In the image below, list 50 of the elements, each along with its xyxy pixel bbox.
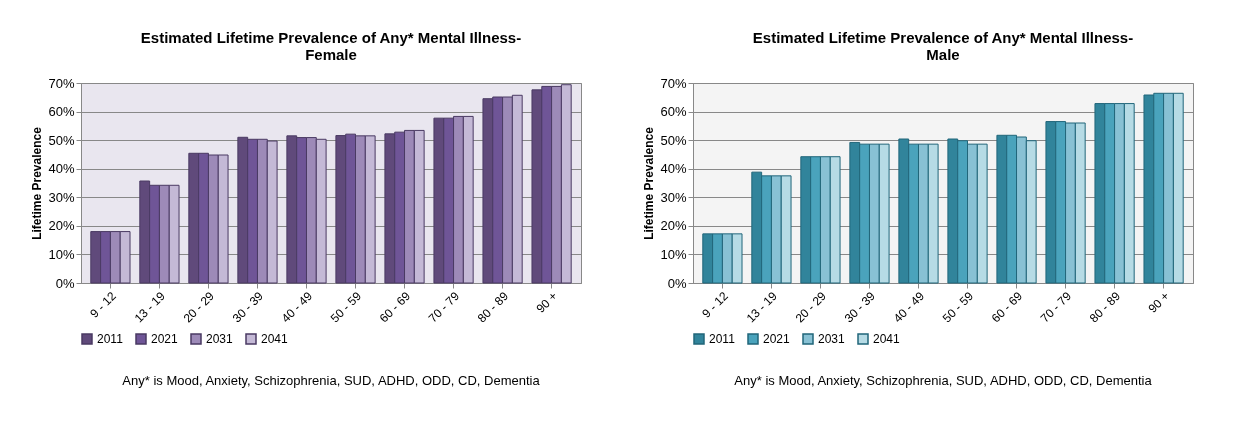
x-tick-label: 20 - 29	[180, 288, 218, 326]
x-tick-label: 30 - 39	[841, 288, 879, 326]
chart-title: Estimated Lifetime Prevalence of Any* Mental Illness- Male	[752, 29, 1134, 63]
legend-label: 2031	[206, 332, 234, 346]
x-tick-label: 9 - 12	[87, 288, 120, 321]
x-tick-label: 50 - 59	[939, 288, 977, 326]
y-tick-label: 70%	[660, 75, 687, 91]
y-tick-label: 0%	[667, 275, 687, 291]
legend-label: 2021	[763, 332, 791, 346]
x-tick-label: 20 - 29	[792, 288, 830, 326]
x-tick-label: 9 - 12	[699, 288, 732, 321]
chart-title: Estimated Lifetime Prevalence of Any* Mental Illness- Female	[140, 29, 522, 63]
y-tick-label: 40%	[48, 161, 75, 177]
y-tick-label: 0%	[55, 275, 75, 291]
y-tick-label: 30%	[660, 189, 687, 205]
x-tick-label: 40 - 49	[278, 288, 316, 326]
y-tick-label: 40%	[660, 161, 687, 177]
x-tick-label: 40 - 49	[890, 288, 928, 326]
y-tick-label: 20%	[48, 218, 75, 234]
y-tick-label: 60%	[48, 104, 75, 120]
legend-label: 2011	[97, 332, 124, 346]
x-tick-label: 50 - 59	[327, 288, 365, 326]
x-tick-label: 60 - 69	[376, 288, 414, 326]
legend-label: 2011	[709, 332, 736, 346]
x-tick-label: 70 - 79	[425, 288, 463, 326]
x-tick-label: 30 - 39	[229, 288, 267, 326]
x-tick-label: 60 - 69	[988, 288, 1026, 326]
y-tick-label: 50%	[48, 132, 75, 148]
y-tick-label: 30%	[48, 189, 75, 205]
x-tick-label: 90 +	[1145, 289, 1173, 316]
y-tick-label: 50%	[660, 132, 687, 148]
legend-label: 2031	[818, 332, 846, 346]
legend-label: 2041	[261, 332, 289, 346]
x-tick-label: 90 +	[533, 289, 561, 316]
y-tick-label: 70%	[48, 75, 75, 91]
x-tick-label: 70 - 79	[1037, 288, 1075, 326]
x-tick-label: 80 - 89	[1086, 288, 1124, 326]
legend-label: 2041	[873, 332, 901, 346]
x-tick-label: 80 - 89	[474, 288, 512, 326]
text: Any* is Mood, Anxiety, Schizophrenia, SUD, ADHD, ODD, CD, Dementia	[122, 373, 541, 388]
y-tick-label: 10%	[660, 246, 687, 262]
x-tick-label: 13 - 19	[131, 288, 169, 326]
y-axis-title: Lifetime Prevalence	[642, 126, 657, 240]
y-axis-title: Lifetime Prevalence	[30, 126, 45, 240]
y-tick-label: 20%	[660, 218, 687, 234]
legend-label: 2021	[151, 332, 179, 346]
x-tick-label: 13 - 19	[743, 288, 781, 326]
y-tick-label: 10%	[48, 246, 75, 262]
text: Any* is Mood, Anxiety, Schizophrenia, SUD, ADHD, ODD, CD, Dementia	[734, 373, 1153, 388]
y-tick-label: 60%	[660, 104, 687, 120]
